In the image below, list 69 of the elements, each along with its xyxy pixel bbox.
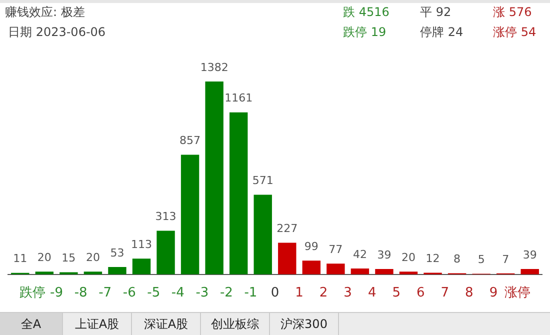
data-label: 8: [454, 252, 461, 266]
x-tick-label: 7: [440, 286, 450, 301]
data-label: 11: [13, 252, 28, 266]
bar: [229, 112, 248, 274]
data-label: 5: [478, 253, 485, 266]
text: 深证A股: [132, 313, 201, 335]
bar: [156, 230, 175, 274]
data-label: 1382: [200, 60, 228, 74]
chart-subtitle: 日期 2023-06-06: [8, 24, 106, 41]
x-tick-label: 2: [319, 286, 328, 301]
data-label: 15: [62, 252, 76, 265]
data-label: 53: [110, 246, 124, 260]
data-label: 20: [37, 250, 52, 264]
text: 上证A股: [63, 313, 132, 335]
text: 平 92: [420, 4, 452, 21]
data-label: 571: [252, 174, 274, 188]
bar: [375, 268, 394, 274]
x-tick-label: 6: [416, 286, 425, 301]
data-label: 39: [522, 248, 537, 262]
bar: [278, 242, 296, 274]
x-tick-label: 1: [295, 286, 304, 301]
data-label: 7: [502, 252, 510, 266]
data-label: 12: [426, 252, 440, 266]
data-label: 313: [155, 210, 176, 224]
text: 涨 576: [493, 4, 532, 21]
data-label: 20: [86, 250, 100, 264]
bar: [254, 194, 272, 274]
x-tick-label: -4: [171, 286, 184, 301]
bar: [132, 258, 151, 274]
bar: [108, 267, 126, 274]
text: 涨停 54: [493, 24, 536, 41]
data-label: 20: [402, 250, 416, 264]
bar: [205, 82, 224, 274]
x-tick-label: 5: [392, 286, 401, 301]
x-tick-label: 3: [344, 286, 352, 301]
data-label: 227: [276, 222, 298, 236]
data-label: 77: [328, 243, 343, 256]
bar: [326, 264, 345, 274]
x-tick-label: -2: [220, 286, 233, 301]
x-tick-label: -8: [74, 286, 88, 301]
text: 停牌 24: [420, 24, 464, 41]
x-tick-label: 0: [270, 286, 280, 301]
x-tick-label: -5: [147, 286, 160, 301]
bar: [520, 268, 539, 274]
text: 跌 4516: [343, 4, 390, 21]
x-tick-label: -7: [98, 286, 112, 301]
x-tick-label: 8: [465, 286, 474, 301]
data-label: 99: [304, 240, 318, 253]
data-label: 113: [131, 238, 152, 251]
x-tick-label: -6: [122, 286, 136, 301]
x-tick-label: -1: [244, 286, 258, 301]
chart-title: 赚钱效应: 极差: [5, 4, 85, 21]
text: 沪深300: [270, 313, 339, 335]
x-tick-label: 跌停: [19, 286, 46, 301]
bar: [180, 154, 200, 274]
text: 全A: [0, 313, 63, 335]
bar: [302, 260, 321, 274]
x-tick-label: -3: [196, 286, 209, 301]
data-label: 39: [377, 248, 392, 262]
x-tick-label: 涨停: [504, 286, 531, 301]
x-tick-label: 4: [368, 286, 376, 301]
data-label: 42: [352, 248, 367, 261]
data-label: 1161: [224, 92, 253, 105]
data-label: 857: [180, 134, 201, 148]
x-tick-label: -9: [50, 286, 64, 301]
bar: [350, 268, 370, 274]
text: 创业板综: [201, 313, 270, 335]
x-tick-label: 9: [489, 286, 498, 301]
text: 跌停 19: [343, 24, 386, 41]
